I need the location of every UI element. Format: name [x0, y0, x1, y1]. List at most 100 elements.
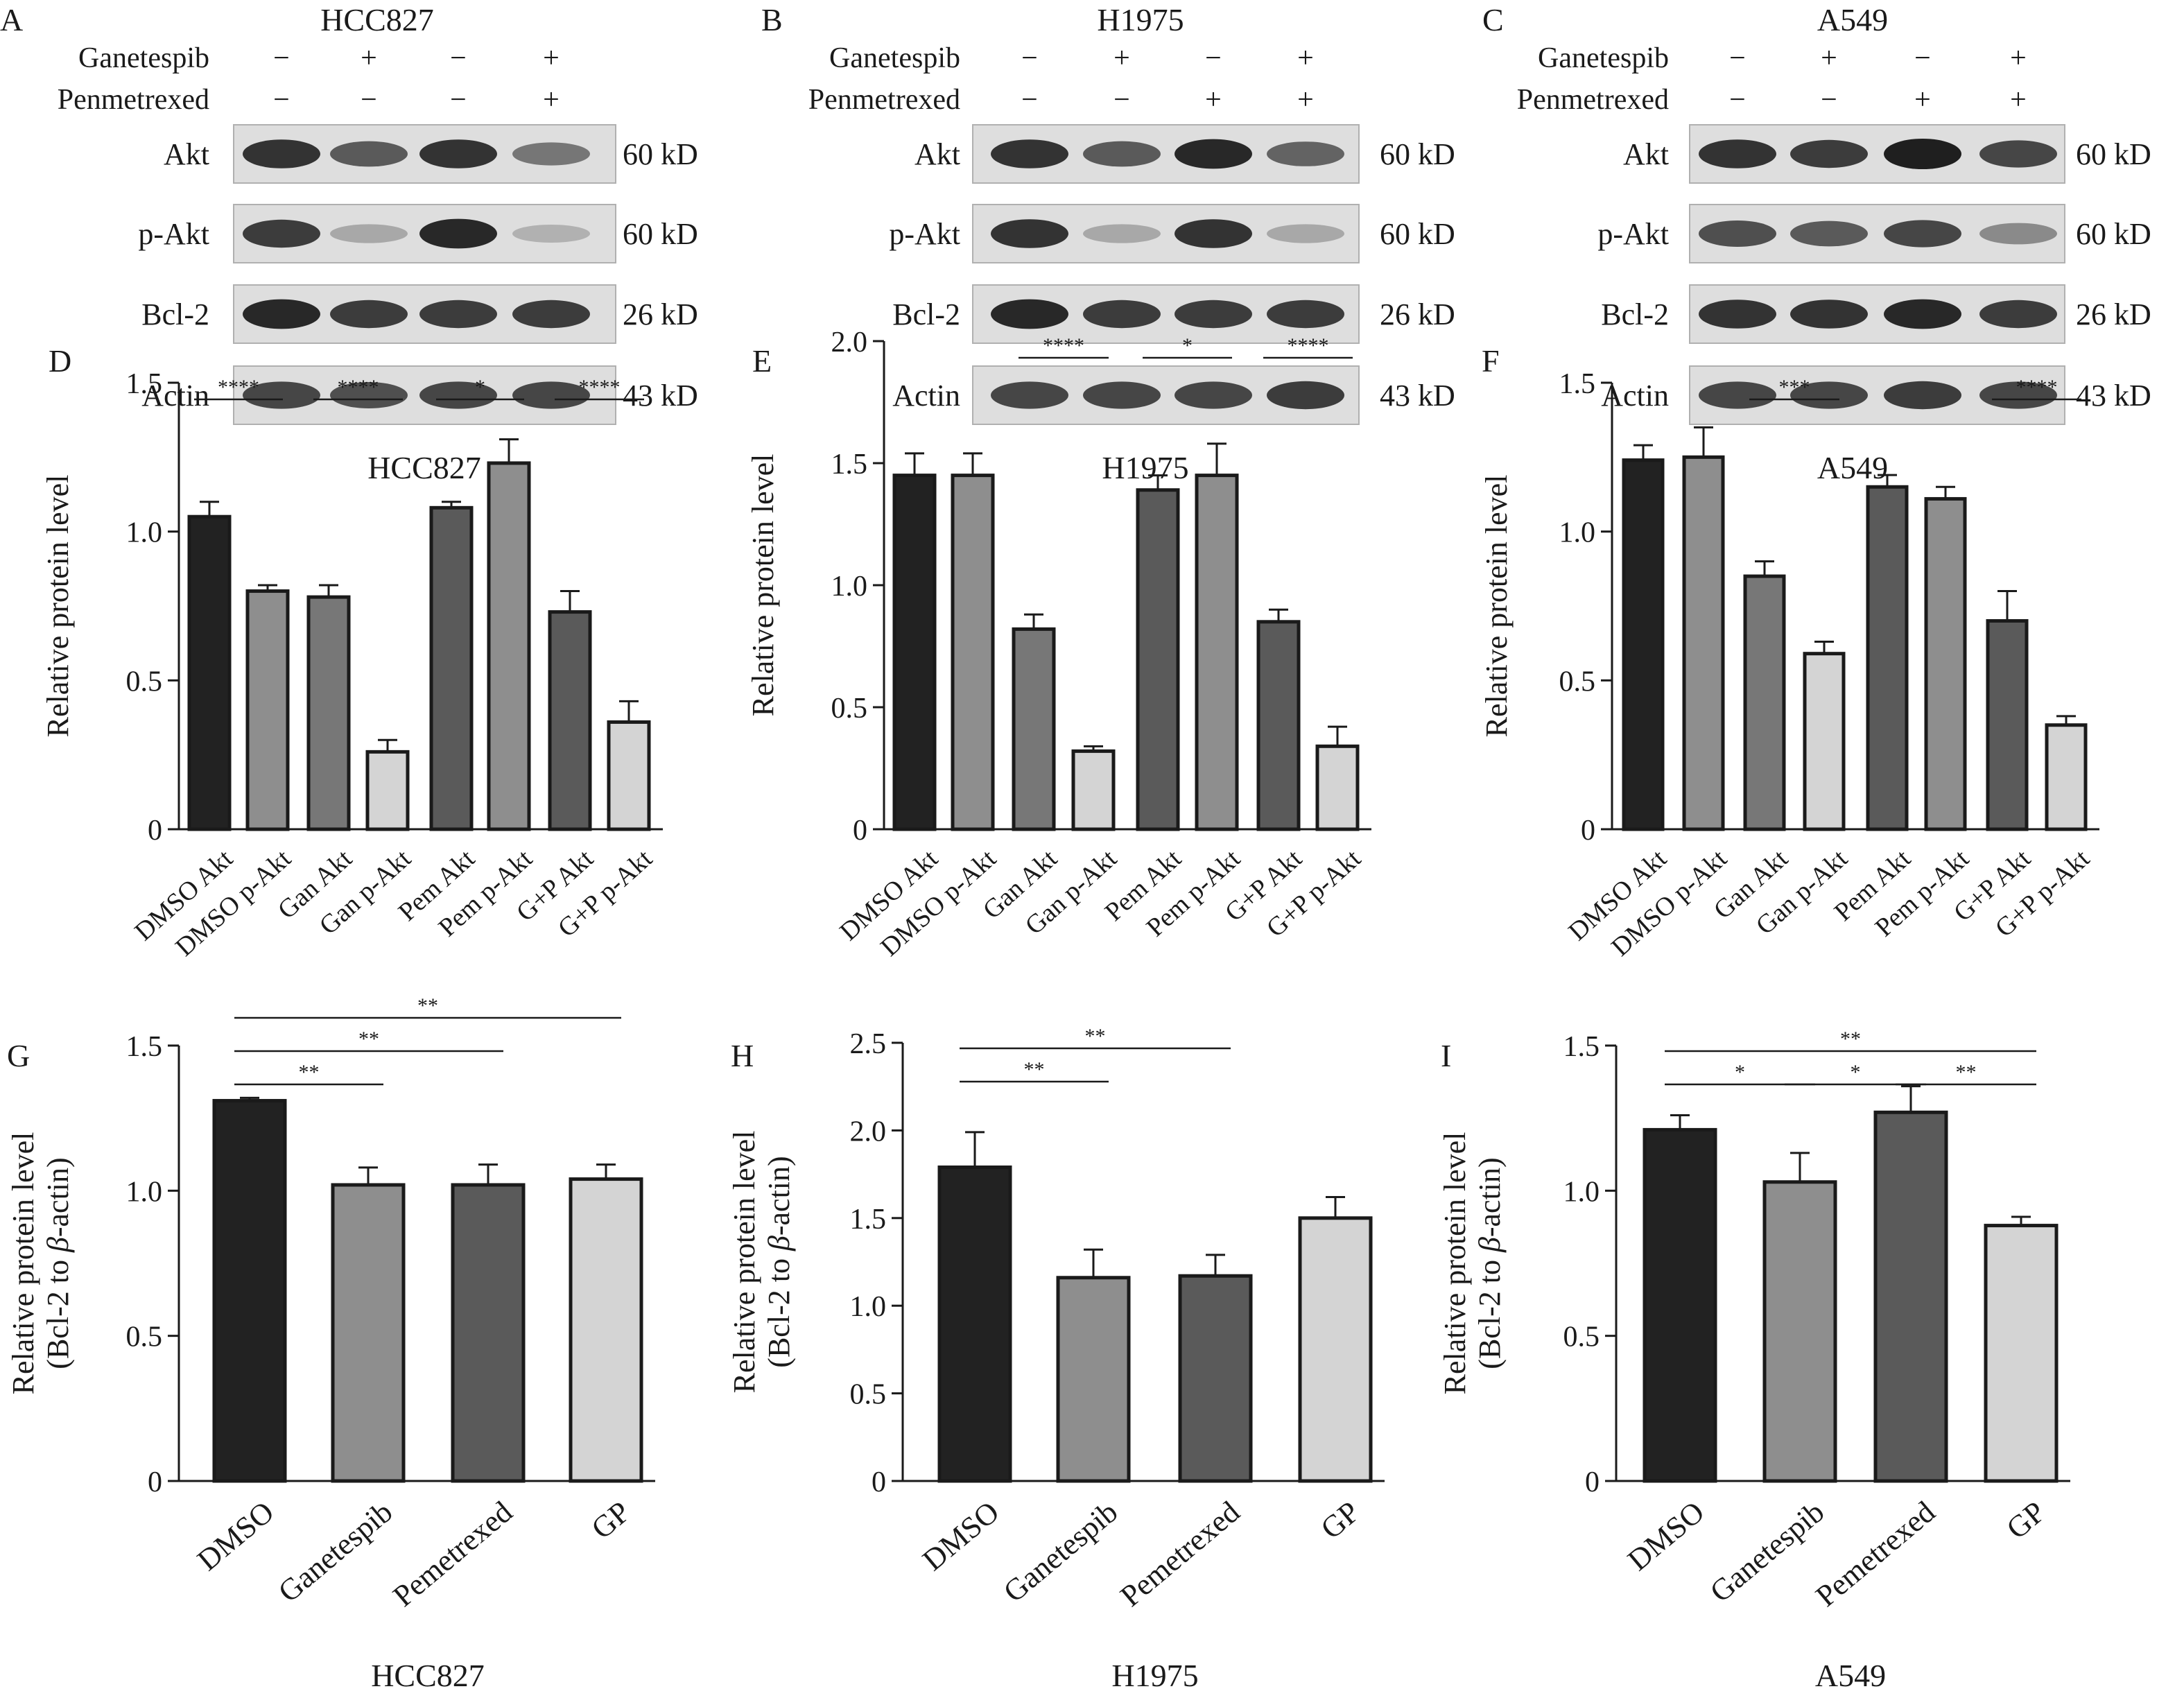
blot-band	[1267, 381, 1344, 410]
blot-band	[512, 225, 590, 243]
y-axis-label-sub-post: -actin)	[41, 1157, 75, 1237]
treatment-sign: +	[2010, 42, 2027, 74]
significance-label: ****	[2016, 376, 2058, 399]
bar	[1178, 1274, 1253, 1483]
blot-band	[512, 142, 590, 166]
blot-band	[1083, 224, 1161, 243]
x-tick-label: GP	[1315, 1495, 1367, 1546]
bar	[1866, 485, 1909, 831]
x-tick-label: DMSO	[916, 1495, 1005, 1577]
treatment-sign: −	[1205, 42, 1222, 74]
x-tick-label: Ganetespib	[997, 1495, 1124, 1609]
y-tick-label: 1.0	[1559, 517, 1596, 549]
panel-letter: B	[761, 2, 783, 37]
treatment-label: Penmetrexed	[58, 84, 209, 116]
treatment-sign: +	[543, 42, 560, 74]
treatment-sign: +	[543, 84, 560, 116]
x-tick-label: GP	[585, 1495, 637, 1546]
chart-panel-g: G 0 0.5 1.0 1.5 Relative protein level (Bcl-2 …	[6, 994, 655, 1693]
bar	[892, 474, 937, 831]
y-axis-label-sub: (Bcl-2 to β-actin)	[762, 1156, 796, 1367]
blot-protein-label: p-Akt	[889, 217, 960, 251]
blot-band	[991, 139, 1068, 168]
panel-letter: C	[1482, 2, 1504, 37]
significance-label: **	[1840, 1028, 1861, 1050]
blot-band	[512, 300, 590, 329]
significance-label: *	[1182, 334, 1193, 357]
bar	[1682, 455, 1725, 831]
blot-band	[991, 381, 1068, 409]
significance-label: *	[1735, 1061, 1745, 1084]
x-axis-label: H1975	[1111, 1658, 1198, 1693]
blot-cell-line-title: HCC827	[320, 2, 434, 37]
blot-band	[1884, 220, 1961, 248]
blot-size-label: 60 kD	[2076, 137, 2151, 171]
blot-protein-label: Actin	[141, 379, 209, 413]
blot-band	[1979, 381, 2057, 409]
blot-band	[330, 382, 408, 408]
blot-band	[1175, 139, 1252, 169]
blot-band	[991, 299, 1068, 329]
y-axis-label-sub: (Bcl-2 to β-actin)	[41, 1157, 75, 1369]
significance-label: **	[1956, 1061, 1977, 1084]
bar	[607, 720, 651, 831]
treatment-sign: +	[2010, 84, 2027, 116]
beta-symbol: β	[762, 1236, 796, 1251]
y-tick-label: 2.5	[850, 1028, 887, 1060]
y-tick-label: 1.5	[1563, 1031, 1600, 1063]
blot-band	[419, 218, 497, 249]
blot-protein-label: Bcl-2	[1601, 297, 1669, 331]
blot-band	[419, 300, 497, 329]
y-tick-label: 1.5	[831, 449, 868, 480]
blot-size-label: 43 kD	[2076, 379, 2151, 413]
bar	[1984, 1224, 2059, 1483]
chart-title: HCC827	[367, 450, 481, 485]
y-tick-label: 1.5	[126, 1031, 163, 1063]
significance-label: ****	[1043, 334, 1084, 357]
blot-size-label: 60 kD	[1380, 217, 1455, 251]
treatment-sign: −	[1821, 84, 1837, 116]
y-tick-label: 0	[148, 1466, 162, 1498]
blot-band	[243, 299, 320, 329]
significance-label: *	[1851, 1061, 1861, 1084]
y-tick-label: 0	[1585, 1466, 1600, 1498]
bar	[548, 610, 592, 831]
beta-symbol: β	[41, 1237, 75, 1253]
bar	[1643, 1127, 1717, 1483]
treatment-sign: +	[1821, 42, 1837, 74]
bar	[187, 514, 232, 831]
bar	[1873, 1110, 1948, 1483]
bar	[569, 1177, 643, 1483]
blot-cell-line-title: H1975	[1097, 2, 1184, 37]
blot-band	[243, 139, 320, 168]
bar	[1136, 488, 1180, 831]
bar	[1256, 620, 1301, 831]
y-tick-label: 2.0	[831, 327, 868, 358]
treatment-sign: −	[1021, 84, 1038, 116]
x-tick-label: DMSO	[191, 1495, 280, 1577]
y-tick-label: 0	[872, 1466, 886, 1498]
blot-size-label: 26 kD	[2076, 297, 2151, 331]
treatment-sign: +	[1914, 84, 1931, 116]
treatment-label: Ganetespib	[78, 42, 209, 74]
blot-size-label: 60 kD	[623, 137, 698, 171]
x-tick-label: Pemetrexed	[1114, 1495, 1247, 1613]
blot-band	[1699, 139, 1776, 168]
y-axis-label-sub-pre: (Bcl-2 to	[41, 1252, 75, 1369]
treatment-sign: +	[1205, 84, 1222, 116]
blot-band	[1699, 220, 1776, 247]
bar	[451, 1183, 526, 1483]
blot-band	[1267, 224, 1344, 243]
significance-label: **	[1085, 1025, 1106, 1048]
y-tick-label: 0.5	[1559, 666, 1596, 698]
blot-band	[1175, 219, 1252, 248]
chart-title: A549	[1817, 450, 1888, 485]
blot-band	[330, 300, 408, 329]
treatment-sign: +	[361, 42, 377, 74]
blot-band	[1790, 381, 1868, 409]
treatment-sign: −	[1729, 42, 1746, 74]
y-axis-label-sub-post: -actin)	[762, 1156, 796, 1236]
treatment-sign: −	[1021, 42, 1038, 74]
treatment-sign: +	[1297, 42, 1314, 74]
y-axis-label: Relative protein level	[1438, 1132, 1472, 1395]
